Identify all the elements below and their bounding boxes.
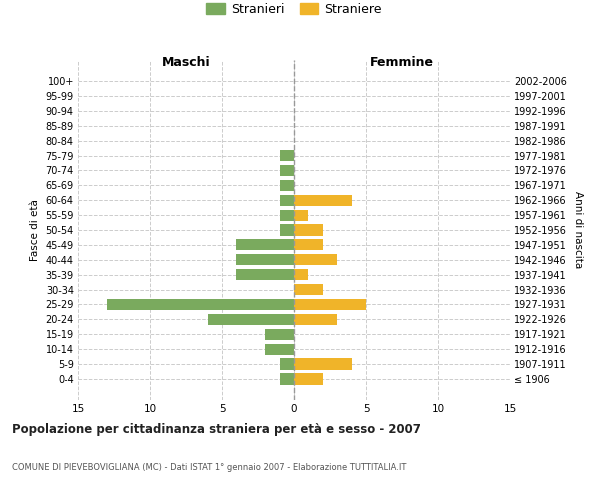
Bar [280, 374, 294, 384]
Bar [294, 210, 308, 220]
Bar [280, 224, 294, 235]
Text: Popolazione per cittadinanza straniera per età e sesso - 2007: Popolazione per cittadinanza straniera p… [12, 422, 421, 436]
Text: Maschi: Maschi [161, 56, 211, 69]
Bar [236, 254, 294, 266]
Bar [294, 374, 323, 384]
Bar [294, 358, 352, 370]
Bar [107, 299, 294, 310]
Legend: Stranieri, Straniere: Stranieri, Straniere [202, 0, 386, 20]
Bar [294, 314, 337, 325]
Bar [294, 240, 323, 250]
Bar [280, 194, 294, 206]
Bar [294, 194, 352, 206]
Bar [294, 254, 337, 266]
Y-axis label: Fasce di età: Fasce di età [30, 199, 40, 261]
Bar [280, 358, 294, 370]
Bar [294, 284, 323, 295]
Bar [294, 269, 308, 280]
Bar [294, 299, 366, 310]
Bar [265, 344, 294, 355]
Bar [280, 210, 294, 220]
Text: COMUNE DI PIEVEBOVIGLIANA (MC) - Dati ISTAT 1° gennaio 2007 - Elaborazione TUTTI: COMUNE DI PIEVEBOVIGLIANA (MC) - Dati IS… [12, 462, 406, 471]
Bar [294, 224, 323, 235]
Y-axis label: Anni di nascita: Anni di nascita [572, 192, 583, 268]
Text: Femmine: Femmine [370, 56, 434, 69]
Bar [280, 165, 294, 176]
Bar [236, 269, 294, 280]
Bar [236, 240, 294, 250]
Bar [280, 180, 294, 191]
Bar [265, 328, 294, 340]
Bar [208, 314, 294, 325]
Bar [280, 150, 294, 161]
